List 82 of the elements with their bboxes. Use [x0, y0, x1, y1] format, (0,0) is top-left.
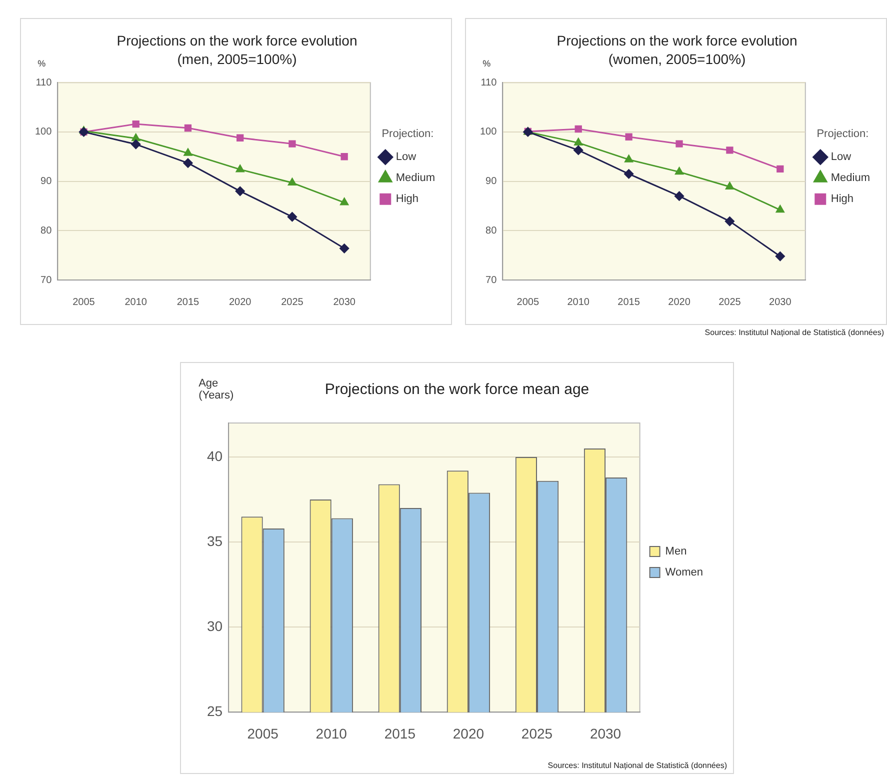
x-tick-label: 2020: [452, 725, 484, 742]
point: [184, 124, 192, 132]
point: [288, 140, 296, 148]
y-axis-title: %: [482, 58, 491, 69]
y-tick-label: 80: [40, 225, 52, 236]
point: [624, 154, 634, 162]
y-tick-label: 70: [40, 274, 52, 286]
x-tick-label: 2015: [384, 725, 416, 742]
point: [288, 178, 296, 186]
point: [287, 212, 297, 222]
y-tick-label: 110: [480, 77, 498, 88]
point: [776, 165, 784, 173]
point: [726, 146, 734, 154]
y-tick-label: 35: [206, 532, 223, 549]
point: [574, 145, 584, 155]
point: [725, 182, 734, 190]
legend-label: Medium: [830, 172, 870, 184]
legend-label: High: [830, 193, 854, 206]
y-tick-label: 100: [34, 126, 52, 138]
x-tick-label: 2030: [769, 296, 792, 308]
legend-title: Projection:: [816, 128, 869, 140]
x-tick-label: 2010: [567, 296, 590, 308]
point: [132, 134, 140, 142]
x-tick-label: 2005: [247, 725, 279, 742]
x-tick-label: 2025: [521, 725, 553, 742]
y-tick-label: 25: [206, 703, 223, 720]
legend-label: Low: [830, 151, 852, 164]
chart-subtitle: (men, 2005=100%): [177, 51, 297, 68]
x-tick-label: 2030: [590, 725, 622, 742]
y-tick-label: 90: [40, 176, 52, 188]
legend-title: Projection:: [382, 128, 434, 140]
legend-label: High: [396, 193, 418, 206]
point: [775, 252, 785, 262]
y-tick-label: 100: [480, 126, 498, 138]
legend-label: Medium: [396, 172, 435, 184]
point: [776, 205, 784, 213]
point: [340, 244, 350, 254]
x-tick-label: 2025: [718, 296, 742, 308]
x-tick-label: 2005: [516, 296, 540, 308]
x-tick-label: 2025: [281, 296, 304, 308]
point: [574, 125, 582, 133]
y-axis-title: %: [38, 58, 46, 69]
source-note: Sources: Institutul Național de Statistică (données): [548, 761, 727, 770]
chart-title: Projections on the work force evolution: [116, 32, 358, 48]
x-tick-label: 2020: [668, 296, 691, 308]
point: [676, 140, 683, 148]
legend-label: Women: [665, 566, 704, 579]
point: [236, 134, 244, 142]
y-tick-label: 110: [36, 77, 52, 88]
point: [574, 138, 583, 146]
point: [675, 167, 684, 175]
point: [236, 164, 244, 172]
y-tick-label: 40: [206, 448, 223, 464]
chart-title: Projections on the work force mean age: [324, 381, 590, 398]
point: [183, 158, 193, 168]
point: [235, 186, 245, 196]
y-tick-label: 30: [206, 618, 223, 634]
point: [674, 191, 684, 201]
x-tick-label: 2030: [333, 296, 356, 308]
y-tick-label: 70: [486, 274, 498, 286]
x-tick-label: 2015: [176, 296, 200, 308]
legend-label: Men: [665, 546, 687, 558]
point: [184, 148, 192, 156]
x-tick-label: 2005: [72, 296, 96, 308]
point: [724, 216, 734, 226]
point: [132, 120, 140, 128]
chart-subtitle: (women, 2005=100%): [608, 51, 746, 68]
legend-label: Low: [396, 151, 416, 164]
x-tick-label: 2010: [124, 296, 148, 308]
x-tick-label: 2020: [228, 296, 252, 308]
point: [340, 153, 348, 160]
point: [624, 169, 634, 179]
x-tick-label: 2010: [316, 725, 348, 742]
chart-title: Projections on the work force evolution: [556, 32, 798, 48]
x-tick-label: 2015: [618, 296, 640, 308]
point: [340, 198, 349, 206]
point: [625, 133, 632, 140]
y-tick-label: 80: [486, 225, 498, 236]
source-note: Sources: Institutul Național de Statistică (données): [704, 328, 884, 337]
point: [131, 140, 141, 150]
y-tick-label: 90: [486, 176, 498, 188]
y-axis-title: Age (Years): [198, 378, 234, 402]
